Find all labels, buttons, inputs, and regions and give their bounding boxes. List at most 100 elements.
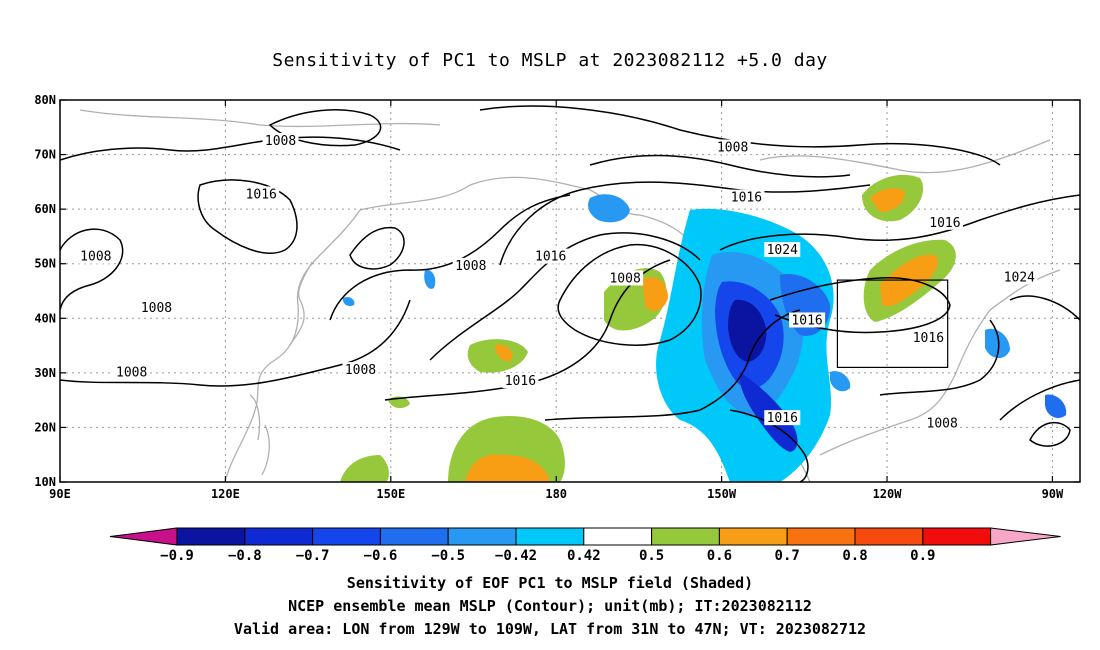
coastline-philippines <box>249 394 270 476</box>
contour-label: 1016 <box>731 191 762 206</box>
caption-line-3: Valid area: LON from 129W to 109W, LAT f… <box>233 620 867 638</box>
colorbar-segment <box>515 527 585 546</box>
map-content: 1008 1016 1008 1008 1008 1008 1008 1016 1008 1016… <box>60 100 1100 482</box>
colorbar-segment <box>583 527 653 546</box>
contour-1008-arctic-east <box>479 105 1001 166</box>
contour-label-bg <box>764 242 801 258</box>
contour-1008-south-asia <box>60 299 411 387</box>
colorbar: −0.9 −0.8 −0.7 −0.6 −0.5 −0.42 0.42 0.5 0.6 0.7 0.… <box>109 527 1061 564</box>
contour-label-bg <box>1087 367 1100 382</box>
positive-core-pacific <box>642 277 668 311</box>
colorbar-left-triangle <box>109 527 178 546</box>
mslp-contours <box>60 105 1080 482</box>
colorbar-segment <box>854 527 924 546</box>
coastline-bering-alaska <box>359 176 701 261</box>
negative-region-alaska <box>588 194 630 223</box>
lon-tick-label: 120W <box>873 487 903 501</box>
lat-tick-label: 10N <box>34 475 56 489</box>
contour-label: 1008 <box>609 271 640 286</box>
lon-axis: 90E120E150E180150W120W90W60W <box>49 100 1064 501</box>
contour-1008-west <box>60 228 124 311</box>
contour-label-bg <box>607 270 644 286</box>
colorbar-label: 0.42 <box>567 548 601 564</box>
contour-label-bg <box>502 373 539 389</box>
lat-tick-label: 60N <box>34 202 56 216</box>
caption-line-1: Sensitivity of EOF PC1 to MSLP field (Sh… <box>346 574 754 592</box>
lon-tick-label: 90E <box>49 487 71 501</box>
contour-label: 1008 <box>265 134 296 149</box>
contour-1008-north-asia <box>60 136 401 161</box>
contour-label: 1016 <box>505 374 536 389</box>
contour-label: 1008 <box>1089 368 1100 383</box>
contour-label-bg <box>342 362 379 378</box>
lat-tick-label: 20N <box>34 420 56 434</box>
contour-label-bg <box>138 299 175 315</box>
contour-label-bg <box>714 139 751 155</box>
caption-line-2: NCEP ensemble mean MSLP (Contour); unit(… <box>288 597 812 615</box>
coastline-gulf-east-us <box>819 269 1061 456</box>
contour-label: 1016 <box>246 187 277 202</box>
colorbar-label: −0.8 <box>228 548 262 564</box>
contour-1008-atlantic-low <box>1029 421 1071 447</box>
lon-tick-label: 90W <box>1042 487 1064 501</box>
contour-1008-arctic-low <box>268 109 382 147</box>
colorbar-label: 0.8 <box>842 548 867 564</box>
contour-label-bg <box>1001 269 1038 285</box>
contour-1016-california <box>544 309 801 421</box>
plot-title: Sensitivity of PC1 to MSLP at 2023082112… <box>272 50 828 71</box>
colorbar-segment <box>922 527 992 546</box>
negative-region-east-us <box>985 328 1010 359</box>
colorbar-label: −0.7 <box>296 548 330 564</box>
contour-1016-northeast <box>1009 295 1080 321</box>
lat-tick-label: 80N <box>34 93 56 107</box>
contour-label: 1008 <box>927 417 958 432</box>
contour-label-bg <box>113 364 150 380</box>
colorbar-segment <box>379 527 449 546</box>
colorbar-label: 0.9 <box>910 548 935 564</box>
colorbar-segment <box>244 527 314 546</box>
contour-1016-canada <box>719 194 1080 251</box>
lat-tick-label: 40N <box>34 311 56 325</box>
contour-1008-mexico <box>729 409 809 482</box>
colorbar-segment <box>786 527 856 546</box>
coastline-siberia-arctic <box>79 109 441 128</box>
contour-1008-east-us <box>879 319 1000 396</box>
contour-label-bg <box>262 132 299 148</box>
contour-1008-aleutian <box>499 181 871 266</box>
contour-1008-beaufort <box>589 154 851 178</box>
contour-label: 1008 <box>141 301 172 316</box>
contour-1024-canada-high <box>769 277 951 334</box>
contour-label: 1008 <box>455 259 486 274</box>
negative-core <box>728 299 767 362</box>
colorbar-segment <box>651 527 720 546</box>
contour-1008-kamchatka <box>349 226 405 270</box>
contour-label-bg <box>764 410 801 426</box>
colorbar-segment <box>312 527 381 546</box>
contour-label: 1008 <box>116 365 147 380</box>
negative-region-gulf <box>830 371 851 392</box>
contour-label-bg <box>789 312 826 328</box>
positive-core-mid-pacific <box>495 344 513 362</box>
lat-axis: 80N 70N 60N 50N 40N 30N 20N 10N <box>34 93 1080 489</box>
lon-tick-label: 180 <box>545 487 567 501</box>
contour-1024-high <box>557 243 702 346</box>
contour-label-bg <box>926 214 963 230</box>
colorbar-label: 0.6 <box>707 548 732 564</box>
colorbar-segment <box>447 527 517 546</box>
coastline-korea-japan <box>289 261 313 346</box>
contour-1016-subtropical <box>384 259 671 401</box>
coastline-east-asia <box>224 209 361 482</box>
contour-labels: 1008 1016 1008 1008 1008 1008 1008 1016 1008 1016… <box>77 132 1100 432</box>
map-frame <box>59 99 1081 483</box>
contour-label: 1016 <box>535 250 566 265</box>
colorbar-label: −0.5 <box>431 548 465 564</box>
valid-area-box <box>836 279 949 369</box>
contour-label: 1016 <box>791 313 822 328</box>
positive-core-south <box>465 454 550 482</box>
contour-label: 1008 <box>345 363 376 378</box>
coastline-canada-arctic <box>759 139 1051 174</box>
colorbar-label: 0.7 <box>775 548 800 564</box>
contour-label-bg <box>532 248 569 264</box>
lon-tick-label: 150W <box>707 487 737 501</box>
lat-tick-label: 50N <box>34 257 56 271</box>
